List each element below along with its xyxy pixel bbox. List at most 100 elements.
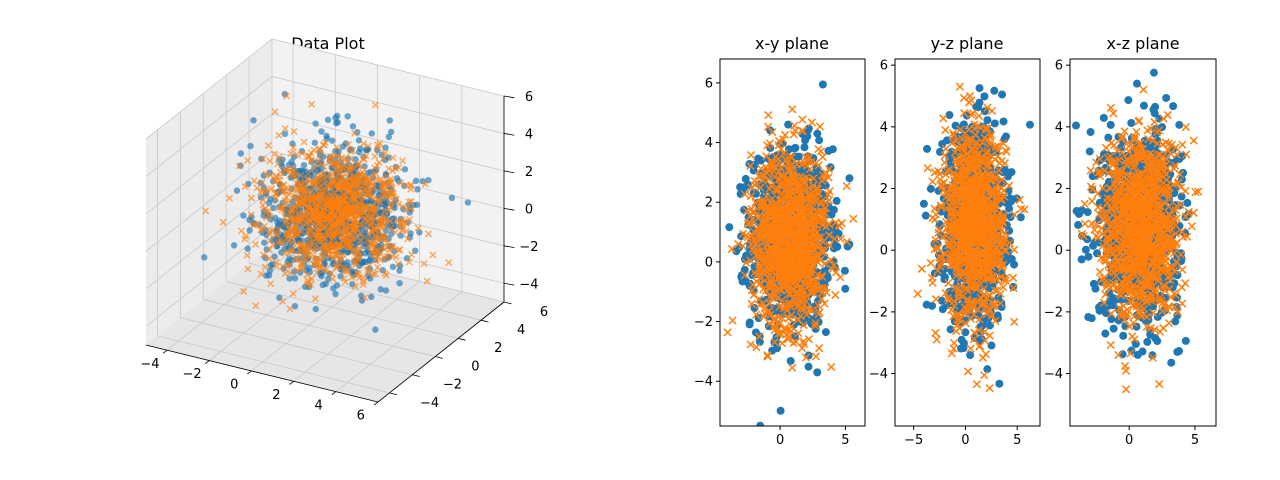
data-point-x	[777, 173, 787, 182]
data-point-circle	[1006, 197, 1015, 206]
data-point-x	[777, 313, 786, 322]
data-point-circle	[250, 117, 257, 124]
y-tick-label: −2	[443, 378, 462, 393]
data-point-x	[281, 125, 289, 133]
data-point-x	[262, 213, 270, 222]
data-point-x	[777, 216, 786, 225]
grid-line	[271, 113, 505, 172]
data-point-x	[753, 249, 762, 259]
data-point-x	[348, 188, 357, 196]
data-point-x	[760, 276, 769, 285]
data-point-circle	[414, 186, 421, 193]
data-point-x	[288, 205, 296, 213]
data-point-x	[808, 215, 817, 224]
data-point-circle	[267, 195, 274, 203]
data-point-x	[344, 140, 352, 149]
data-point-circle	[352, 156, 359, 163]
data-point-x	[789, 275, 798, 285]
data-point-circle	[919, 199, 928, 208]
x-tick-mark	[205, 360, 210, 365]
data-point-x	[294, 256, 302, 264]
data-point-circle	[288, 256, 296, 264]
data-point-x	[399, 203, 407, 211]
data-point-circle	[291, 275, 299, 282]
grid-line	[145, 76, 273, 177]
data-point-circle	[272, 214, 279, 222]
data-point-x	[364, 266, 372, 274]
data-point-x	[286, 209, 294, 217]
data-point-x	[330, 198, 338, 206]
data-point-circle	[754, 154, 763, 163]
data-point-circle	[1005, 226, 1014, 235]
data-point-x	[295, 215, 303, 223]
data-point-x	[312, 181, 320, 189]
data-point-x	[798, 126, 808, 136]
data-point-x	[770, 289, 780, 298]
data-point-x	[280, 207, 288, 215]
data-point-circle	[358, 292, 365, 299]
data-point-x	[298, 149, 306, 157]
data-point-circle	[366, 256, 374, 263]
data-point-x	[831, 290, 840, 300]
grid-line	[335, 291, 463, 392]
data-point-x	[219, 218, 227, 226]
data-point-x	[351, 129, 359, 137]
data-point-x	[758, 268, 768, 278]
data-point-circle	[983, 116, 992, 125]
data-point-x	[407, 185, 415, 193]
data-point-x	[373, 263, 382, 271]
data-point-x	[837, 219, 846, 228]
data-point-circle	[990, 119, 999, 128]
data-point-x	[781, 230, 790, 239]
data-point-x	[746, 240, 756, 249]
data-point-x	[252, 240, 260, 248]
y-tick-mark	[458, 337, 466, 341]
data-point-x	[749, 290, 758, 299]
data-point-circle	[314, 166, 322, 173]
data-point-x	[777, 296, 787, 305]
data-point-x	[341, 227, 349, 235]
data-point-x	[765, 139, 774, 148]
data-point-x	[765, 292, 774, 302]
data-point-x	[786, 299, 795, 308]
data-point-x	[366, 178, 374, 186]
data-point-x	[817, 247, 826, 257]
scatter-points	[913, 82, 1034, 393]
data-point-circle	[258, 155, 265, 163]
data-point-x	[797, 199, 806, 208]
data-point-x	[302, 219, 310, 227]
data-point-circle	[804, 124, 813, 133]
data-point-x	[311, 295, 319, 303]
data-point-x	[810, 321, 820, 331]
x-tick-mark	[289, 380, 294, 385]
data-point-x	[738, 229, 748, 238]
z-tick-mark	[503, 170, 515, 174]
data-point-x	[289, 184, 297, 192]
data-point-x	[364, 188, 372, 196]
data-point-circle	[831, 241, 840, 250]
data-point-circle	[286, 275, 293, 282]
data-point-x	[241, 235, 249, 243]
data-point-x	[289, 144, 297, 152]
data-point-x	[274, 225, 282, 233]
data-point-circle	[936, 147, 945, 156]
data-point-circle	[464, 199, 472, 206]
data-point-x	[307, 227, 315, 235]
x-tick-mark	[331, 391, 337, 396]
data-point-x	[277, 203, 285, 211]
data-point-x	[777, 339, 787, 348]
data-point-x	[296, 187, 304, 195]
data-point-x	[750, 227, 759, 237]
data-point-x	[785, 193, 794, 202]
data-point-circle	[926, 184, 935, 193]
y-tick-label: −2	[694, 315, 713, 330]
data-point-circle	[233, 187, 241, 194]
data-point-x	[247, 211, 255, 219]
grid-line	[271, 76, 505, 134]
data-point-x	[825, 231, 834, 240]
data-point-x	[314, 157, 322, 166]
data-point-x	[371, 270, 379, 278]
data-point-x	[303, 175, 311, 183]
data-point-x	[780, 185, 790, 195]
